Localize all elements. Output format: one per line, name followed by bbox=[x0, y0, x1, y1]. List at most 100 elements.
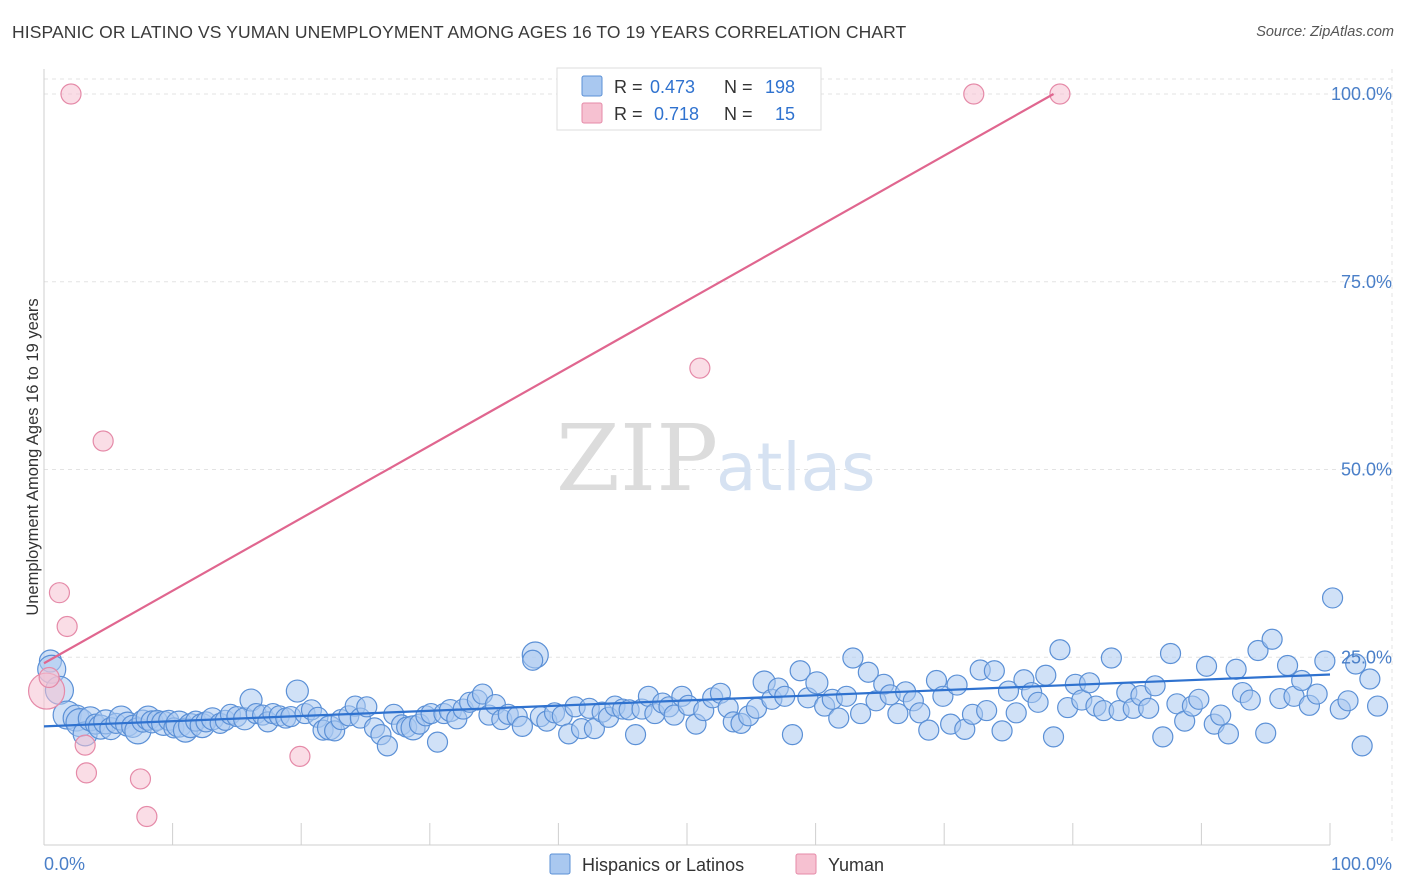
yuman-points bbox=[27, 83, 1071, 828]
legend-r-value-1: 0.473 bbox=[650, 77, 695, 97]
hispanic-point bbox=[426, 731, 449, 753]
legend-n-value-1: 198 bbox=[765, 77, 795, 97]
hispanic-point bbox=[781, 724, 804, 746]
watermark: ZIP atlas bbox=[556, 405, 876, 512]
hispanic-point bbox=[1217, 723, 1240, 745]
y-axis-label: Unemployment Among Ages 16 to 19 years bbox=[24, 298, 42, 615]
hispanic-point bbox=[1210, 704, 1232, 726]
x-tick-labels: 0.0% 100.0% bbox=[44, 854, 1392, 874]
hispanic-point bbox=[828, 707, 850, 729]
yuman-point bbox=[963, 83, 985, 105]
hispanic-point bbox=[1027, 691, 1049, 713]
hispanic-point bbox=[1144, 675, 1166, 697]
hispanic-point bbox=[842, 647, 864, 669]
axes bbox=[43, 69, 1331, 846]
trend-lines bbox=[43, 93, 1331, 728]
legend-r-value-2: 0.718 bbox=[654, 104, 699, 124]
hispanic-point bbox=[789, 660, 811, 682]
correlation-legend: R = 0.473 N = 198 R = 0.718 N = 15 bbox=[556, 67, 822, 131]
hispanic-point bbox=[1366, 695, 1389, 717]
yuman-point bbox=[75, 762, 98, 784]
hispanic-point bbox=[887, 702, 909, 725]
hispanic-point bbox=[1188, 688, 1210, 710]
y-tick-labels: 25.0% 50.0% 75.0% 100.0% bbox=[1331, 84, 1392, 667]
watermark-zip: ZIP bbox=[556, 405, 718, 512]
x-tick-max: 100.0% bbox=[1331, 854, 1392, 874]
y-tick-label-2: 75.0% bbox=[1341, 272, 1392, 292]
y-tick-label-0: 25.0% bbox=[1341, 647, 1392, 667]
hispanic-point bbox=[1100, 647, 1122, 669]
hispanic-point bbox=[285, 679, 309, 703]
y-tick-label-3: 100.0% bbox=[1331, 84, 1392, 104]
yuman-point bbox=[38, 666, 60, 689]
yuman-point bbox=[56, 615, 78, 638]
hispanic-point bbox=[1042, 726, 1065, 748]
source-label: Source: ZipAtlas.com bbox=[1256, 24, 1394, 40]
hispanic-point bbox=[805, 671, 829, 695]
hispanic-point bbox=[624, 724, 647, 746]
series-legend-swatch-yuman bbox=[795, 853, 817, 875]
hispanic-point bbox=[1159, 642, 1182, 665]
x-tick-min: 0.0% bbox=[44, 854, 85, 874]
hispanic-point bbox=[1005, 702, 1027, 724]
legend-swatch-yuman bbox=[581, 102, 603, 124]
y-tick-label-1: 50.0% bbox=[1341, 460, 1392, 480]
legend-n-value-2: 15 bbox=[775, 104, 795, 124]
hispanic-point bbox=[1351, 735, 1373, 757]
hispanic-point bbox=[909, 702, 931, 724]
yuman-point bbox=[289, 745, 311, 767]
yuman-point bbox=[92, 430, 114, 452]
hispanic-point bbox=[1239, 689, 1261, 711]
chart-title: HISPANIC OR LATINO VS YUMAN UNEMPLOYMENT… bbox=[12, 22, 907, 42]
hispanic-point bbox=[1138, 697, 1160, 719]
legend-r-label-1: R = bbox=[614, 77, 643, 97]
series-legend-swatch-hispanic bbox=[549, 853, 571, 875]
hispanic-point bbox=[1261, 628, 1283, 650]
yuman-trend-line bbox=[43, 93, 1055, 665]
hispanic-point bbox=[1225, 658, 1247, 680]
legend-n-label-1: N = bbox=[724, 77, 753, 97]
series-legend-label-hispanic: Hispanics or Latinos bbox=[582, 855, 744, 875]
hispanic-point bbox=[850, 702, 872, 725]
hispanic-point bbox=[511, 715, 533, 737]
yuman-point bbox=[48, 582, 71, 604]
hispanic-point bbox=[376, 735, 398, 757]
hispanic-point bbox=[976, 699, 998, 722]
yuman-point bbox=[1049, 83, 1071, 105]
hispanic-point bbox=[1049, 639, 1071, 661]
hispanic-point bbox=[946, 674, 968, 696]
hispanic-point bbox=[1152, 726, 1174, 748]
hispanic-point bbox=[1247, 639, 1269, 662]
hispanic-trend-line bbox=[43, 673, 1331, 728]
hispanic-point bbox=[857, 661, 879, 683]
hispanic-point bbox=[1345, 653, 1367, 675]
hispanic-points bbox=[37, 587, 1389, 757]
hispanic-point bbox=[356, 696, 378, 718]
yuman-point bbox=[74, 734, 96, 756]
hispanic-point bbox=[983, 660, 1005, 682]
hispanic-point bbox=[1314, 650, 1336, 672]
hispanic-point bbox=[1359, 668, 1381, 690]
hispanic-point bbox=[1276, 654, 1299, 677]
legend-n-label-2: N = bbox=[724, 104, 753, 124]
hispanic-point bbox=[1321, 587, 1344, 609]
hispanic-point bbox=[1078, 672, 1101, 694]
hispanic-point bbox=[918, 719, 940, 741]
yuman-point bbox=[60, 83, 82, 105]
hispanic-point bbox=[1291, 669, 1313, 692]
series-legend: Hispanics or Latinos Yuman bbox=[549, 853, 884, 875]
hispanic-point bbox=[991, 720, 1013, 742]
hispanic-point bbox=[522, 649, 544, 671]
hispanic-point bbox=[1195, 655, 1218, 677]
hispanic-point bbox=[1306, 683, 1328, 705]
hispanic-point bbox=[1337, 690, 1359, 712]
hispanic-point bbox=[997, 680, 1020, 702]
yuman-point bbox=[129, 768, 152, 790]
yuman-point bbox=[689, 357, 711, 379]
hispanic-point bbox=[835, 685, 858, 707]
yuman-point bbox=[136, 805, 158, 828]
watermark-atlas: atlas bbox=[716, 429, 876, 506]
legend-swatch-hispanic bbox=[581, 75, 603, 97]
hispanic-point bbox=[1035, 664, 1057, 686]
